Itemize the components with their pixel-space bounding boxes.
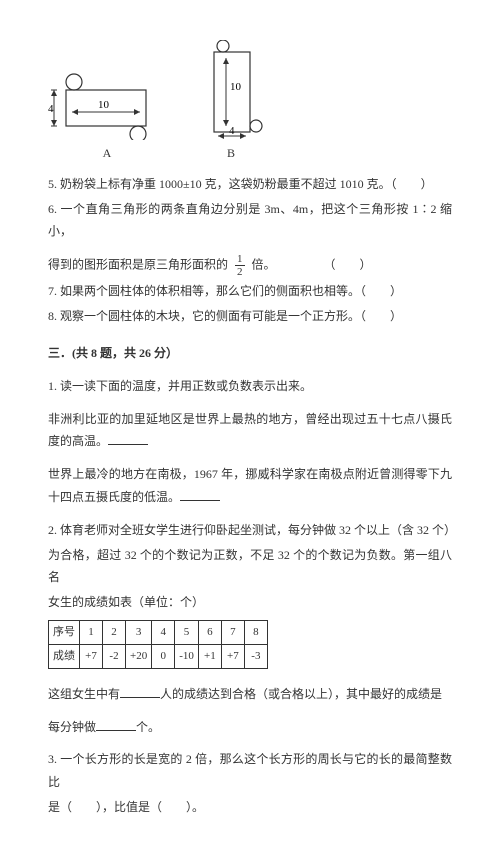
question-8: 8. 观察一个圆柱体的木块，它的侧面有可能是一个正方形。（ ） xyxy=(48,305,452,328)
th: 2 xyxy=(103,620,126,644)
s3-q1-c-text: 世界上最冷的地方在南极，1967 年，挪威科学家在南极点附近曾测得零下九十四点五… xyxy=(48,467,452,504)
td: +1 xyxy=(198,644,221,668)
table-value-row: 成绩 +7 -2 +20 0 -10 +1 +7 -3 xyxy=(49,644,268,668)
th: 8 xyxy=(244,620,267,644)
s3-q2-d: 这组女生中有 人的成绩达到合格（或合格以上），其中最好的成绩是 xyxy=(48,683,452,706)
figure-a: 4 10 A xyxy=(48,70,166,165)
blank[interactable] xyxy=(108,432,148,445)
s3-q3-b: 是（ ），比值是（ ）。 xyxy=(48,796,452,819)
q6-frac-num: 1 xyxy=(235,253,245,266)
figB-w: 4 xyxy=(229,125,235,137)
q6-frac-den: 2 xyxy=(235,266,245,278)
figure-b-svg: 10 4 xyxy=(196,40,266,140)
s3-q1-a: 1. 读一读下面的温度，并用正数或负数表示出来。 xyxy=(48,375,452,398)
td: -2 xyxy=(103,644,126,668)
figure-row: 4 10 A 10 4 B xyxy=(48,40,452,165)
s3-q2-d-pre: 这组女生中有 xyxy=(48,687,120,701)
question-6-line1: 6. 一个直角三角形的两条直角边分别是 3m、4m，把这个三角形按 1∶2 缩小… xyxy=(48,198,452,244)
td: +7 xyxy=(80,644,103,668)
figure-a-label: A xyxy=(103,142,112,165)
row-label: 成绩 xyxy=(49,644,80,668)
q6-post: 倍。 （ ） xyxy=(252,258,372,272)
th: 5 xyxy=(175,620,199,644)
s3-q2-c: 女生的成绩如表（单位：个） xyxy=(48,591,452,614)
figA-h: 4 xyxy=(48,103,54,115)
figure-a-svg: 4 10 xyxy=(48,70,166,140)
s3-q2-e: 每分钟做 个。 xyxy=(48,716,452,739)
section-3-title: 三．(共 8 题，共 26 分） xyxy=(48,342,452,365)
s3-q2-b: 为合格，超过 32 个的个数记为正数，不足 32 个的个数记为负数。第一组八名 xyxy=(48,544,452,590)
figB-h: 10 xyxy=(230,81,242,93)
s3-q1-b: 非洲利比亚的加里延地区是世界上最热的地方，曾经出现过五十七点八摄氏度的高温。 xyxy=(48,408,452,454)
s3-q1-c: 世界上最冷的地方在南极，1967 年，挪威科学家在南极点附近曾测得零下九十四点五… xyxy=(48,463,452,509)
blank[interactable] xyxy=(96,718,136,731)
table-header-row: 序号 1 2 3 4 5 6 7 8 xyxy=(49,620,268,644)
th: 3 xyxy=(126,620,152,644)
s3-q2-e-pre: 每分钟做 xyxy=(48,720,96,734)
td: +20 xyxy=(126,644,152,668)
s3-q2-e-post: 个。 xyxy=(136,720,160,734)
th: 1 xyxy=(80,620,103,644)
th: 6 xyxy=(198,620,221,644)
figA-w: 10 xyxy=(98,99,110,111)
th: 4 xyxy=(152,620,175,644)
s3-q2-d-post: 人的成绩达到合格（或合格以上），其中最好的成绩是 xyxy=(160,687,442,701)
score-table: 序号 1 2 3 4 5 6 7 8 成绩 +7 -2 +20 0 -10 +1… xyxy=(48,620,268,669)
question-7: 7. 如果两个圆柱体的体积相等，那么它们的侧面积也相等。（ ） xyxy=(48,280,452,303)
s3-q2-a: 2. 体育老师对全班女学生进行仰卧起坐测试，每分钟做 32 个以上（含 32 个… xyxy=(48,519,452,542)
blank[interactable] xyxy=(120,685,160,698)
blank[interactable] xyxy=(180,488,220,501)
q6-fraction: 1 2 xyxy=(235,253,245,278)
figure-b-label: B xyxy=(227,142,235,165)
figure-b: 10 4 B xyxy=(196,40,266,165)
td: 0 xyxy=(152,644,175,668)
th: 7 xyxy=(221,620,244,644)
header-label: 序号 xyxy=(49,620,80,644)
question-5: 5. 奶粉袋上标有净重 1000±10 克，这袋奶粉最重不超过 1010 克。（… xyxy=(48,173,452,196)
td: -10 xyxy=(175,644,199,668)
td: -3 xyxy=(244,644,267,668)
td: +7 xyxy=(221,644,244,668)
s3-q3-a: 3. 一个长方形的长是宽的 2 倍，那么这个长方形的周长与它的长的最简整数比 xyxy=(48,748,452,794)
q6-pre: 得到的图形面积是原三角形面积的 xyxy=(48,258,228,272)
question-6-line2: 得到的图形面积是原三角形面积的 1 2 倍。 （ ） xyxy=(48,253,452,278)
